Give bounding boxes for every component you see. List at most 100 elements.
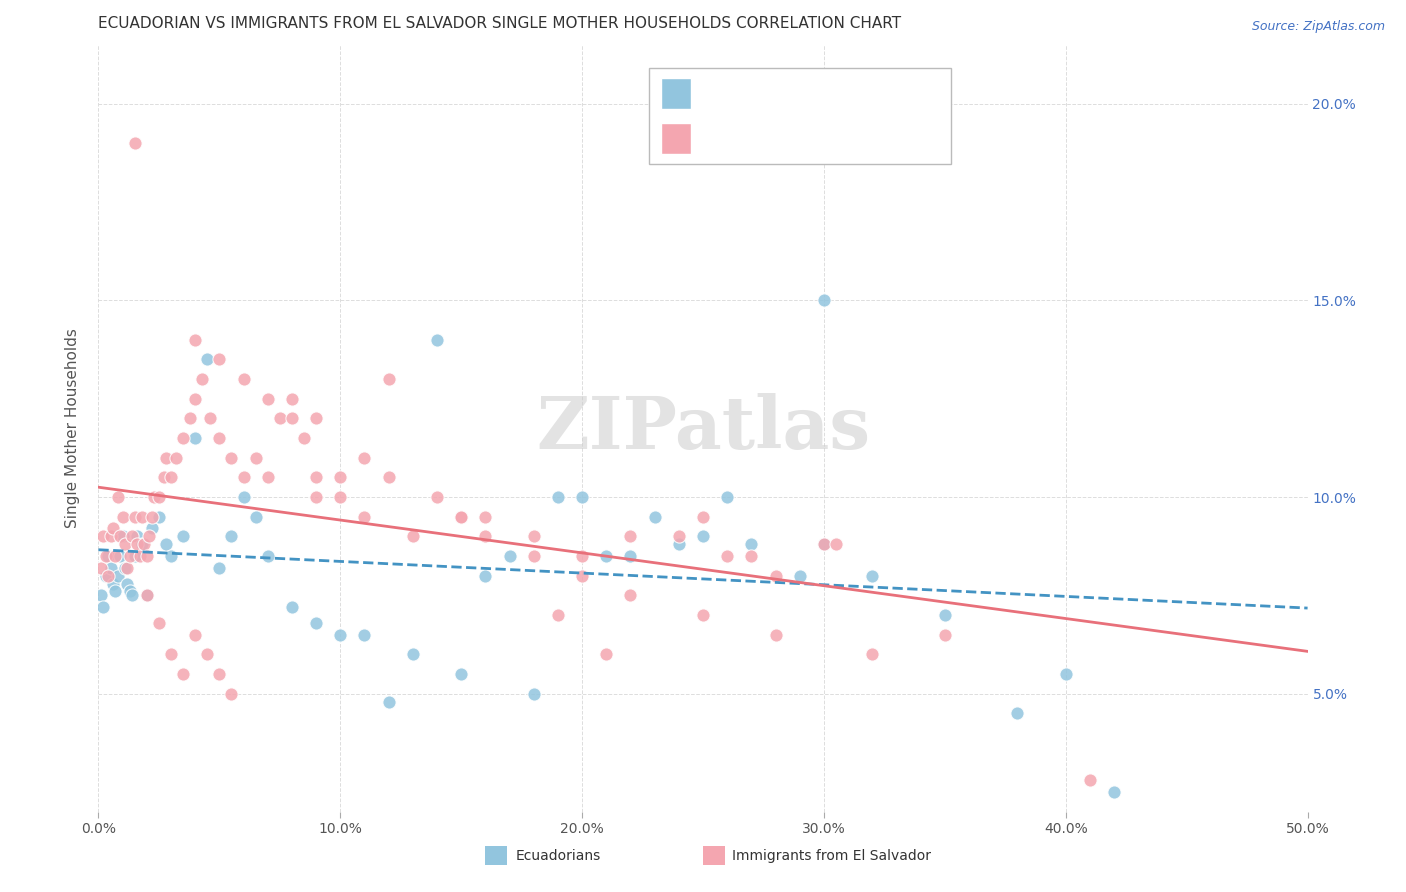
Point [160,648,183,662]
Point [692,529,714,543]
Point [498,549,520,563]
Point [716,549,738,563]
Point [789,568,811,582]
Point [124,509,146,524]
Point [101,521,124,535]
Point [191,372,214,386]
Point [547,490,569,504]
Point [138,529,160,543]
Point [143,490,166,504]
Point [232,470,254,484]
Point [179,411,201,425]
Point [94,549,117,563]
Point [108,529,131,543]
Point [571,549,593,563]
Point [547,607,569,622]
Point [595,648,617,662]
Point [1078,773,1101,788]
Point [114,561,136,575]
Point [165,450,187,465]
Point [90,588,112,602]
Point [97,568,120,582]
Point [172,431,194,445]
Point [155,450,177,465]
Point [377,695,399,709]
Point [353,628,375,642]
Point [256,470,278,484]
Point [692,607,714,622]
Point [1007,706,1029,721]
Point [860,648,883,662]
Point [474,529,496,543]
Point [825,537,848,551]
Point [195,352,218,367]
Point [127,529,149,543]
Point [148,615,170,630]
Point [124,549,146,563]
Point [305,615,328,630]
Point [813,293,835,308]
Point [692,509,714,524]
Point [269,411,291,425]
Text: ECUADORIAN VS IMMIGRANTS FROM EL SALVADOR SINGLE MOTHER HOUSEHOLDS CORRELATION C: ECUADORIAN VS IMMIGRANTS FROM EL SALVADO… [98,16,901,31]
Point [184,392,207,406]
Point [100,529,122,543]
Text: ZIPatlas: ZIPatlas [536,392,870,464]
Point [305,411,328,425]
Point [232,372,254,386]
Text: Immigrants from El Salvador: Immigrants from El Salvador [733,849,931,863]
Point [128,549,150,563]
Point [172,529,194,543]
Point [118,584,141,599]
Point [104,584,127,599]
Point [256,549,278,563]
Point [101,576,124,591]
Point [329,490,352,504]
Point [172,667,194,681]
Point [135,549,157,563]
Point [329,470,352,484]
Text: Ecuadorians: Ecuadorians [516,849,600,863]
Point [208,561,231,575]
Point [740,537,762,551]
Point [281,392,304,406]
Point [100,561,122,575]
Point [595,549,617,563]
Point [121,588,143,602]
Point [644,509,666,524]
Point [571,490,593,504]
Point [124,136,146,150]
Point [111,529,134,543]
Point [474,568,496,582]
Point [377,470,399,484]
Point [1054,667,1077,681]
Point [141,509,163,524]
Point [184,431,207,445]
Point [184,628,207,642]
Point [523,549,546,563]
Point [160,470,183,484]
Bar [485,847,508,865]
Point [426,490,449,504]
Point [91,600,114,615]
Point [155,537,177,551]
Point [135,588,157,602]
Point [232,490,254,504]
Point [94,568,117,582]
Point [765,568,787,582]
Point [184,333,207,347]
Point [305,490,328,504]
Point [221,450,243,465]
Point [117,576,139,591]
Point [121,529,143,543]
Point [91,529,114,543]
Text: Source: ZipAtlas.com: Source: ZipAtlas.com [1251,20,1385,33]
Point [107,568,129,582]
Bar [703,847,724,865]
Point [114,537,136,551]
Point [131,509,153,524]
Point [813,537,835,551]
Point [668,529,690,543]
Point [108,549,131,563]
Point [716,490,738,504]
